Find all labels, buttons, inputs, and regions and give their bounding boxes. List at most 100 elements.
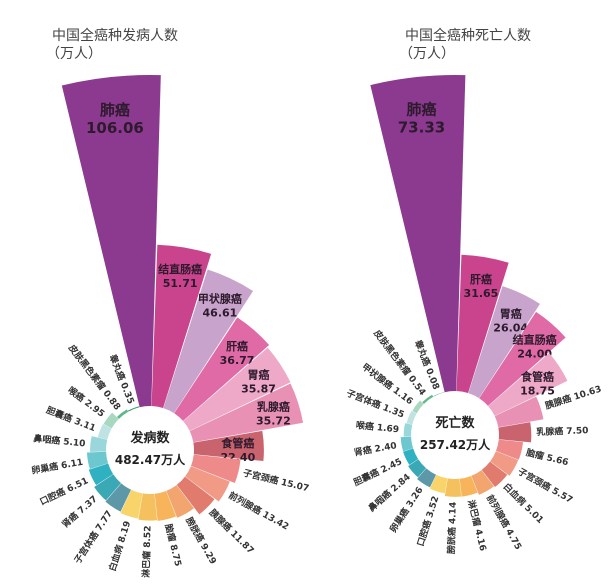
category-label: 鼻咽癌: [365, 487, 393, 514]
value-label: 31.65: [464, 287, 499, 300]
bar-label: 乳腺癌 7.50: [536, 424, 589, 438]
category-label: 前列腺癌: [484, 492, 512, 529]
center-circle: [413, 393, 497, 477]
wedge: [408, 459, 427, 478]
bar-label: 肝癌 31.65: [464, 272, 499, 300]
category-label: 膀胱癌: [183, 514, 207, 544]
category-label: 口腔癌: [38, 485, 68, 507]
value-label: 0.08: [424, 367, 441, 391]
value-label: 1.35: [381, 403, 405, 420]
value-label: 3.11: [73, 416, 97, 433]
wedge: [433, 391, 445, 397]
wedge: [417, 468, 437, 488]
wedge: [494, 396, 544, 428]
value-label: 7.37: [76, 494, 99, 516]
value-label: 5.57: [550, 486, 574, 506]
bar-label: 肺癌 106.06: [86, 101, 144, 137]
category-label: 肾癌: [353, 443, 373, 458]
value-label: 3.52: [425, 495, 441, 519]
wedge: [174, 317, 270, 421]
wedge: [90, 436, 108, 452]
wedge: [444, 478, 462, 497]
value-label: 13.42: [261, 510, 291, 533]
value-label: 35.72: [256, 415, 291, 428]
bar-label: 膀胱癌 4.14: [445, 502, 459, 556]
bar-label: 甲状腺癌 46.61: [198, 291, 242, 319]
wedge: [86, 451, 109, 469]
wedge: [471, 470, 494, 495]
wedge: [412, 400, 424, 414]
subtitle-line: （万人）: [46, 46, 102, 62]
value-label: 6.51: [65, 476, 89, 495]
value-label: 5.66: [545, 453, 569, 468]
wedge: [400, 436, 414, 452]
category-label: 白血病: [501, 480, 529, 508]
wedge: [103, 412, 119, 429]
bar-label: 脑瘤8.75: [163, 522, 185, 568]
category-label: 结直肠癌: [512, 332, 557, 346]
category-label: 胆囊癌: [45, 403, 75, 424]
category-label: 胆囊癌: [351, 466, 381, 488]
value-label: 5.01: [522, 503, 545, 526]
category-label: 睾丸癌: [412, 338, 433, 368]
bar-label: 胃癌 26.04: [493, 306, 528, 334]
value-label: 46.61: [203, 306, 238, 319]
value-label: 8.52: [142, 525, 153, 548]
bar-label: 卵巢癌6.11: [30, 455, 84, 476]
category-label: 喉癌: [355, 419, 374, 433]
category-label: 卵巢癌: [387, 505, 412, 534]
wedge: [468, 286, 540, 399]
wedge: [479, 311, 566, 406]
bar-label: 胰腺癌11.87: [207, 506, 257, 556]
wedge: [166, 485, 195, 518]
wedge: [403, 423, 413, 437]
wedge: [138, 493, 158, 521]
wedge: [189, 383, 304, 443]
center-total: 257.42万人: [420, 437, 491, 452]
category-label: 乳腺癌: [257, 400, 290, 414]
value-label: 11.87: [228, 529, 255, 556]
wedge: [456, 254, 509, 393]
category-label: 食管癌: [521, 370, 554, 384]
bar-label: 胃癌 35.87: [241, 368, 276, 396]
bar-label: 淋巴瘤4.16: [466, 498, 490, 552]
value-label: 1.69: [376, 423, 399, 435]
category-label: 子宫颈癌: [242, 466, 280, 486]
category-label: 脑瘤: [163, 522, 179, 543]
category-label: 胰腺癌: [207, 506, 235, 534]
value-label: 4.16: [473, 528, 488, 552]
bar-label: 卵巢癌3.26: [387, 484, 426, 534]
category-label: 子宫体癌: [345, 387, 383, 411]
category-label: 食管癌: [221, 436, 254, 450]
bar-label: 前列腺癌13.42: [227, 489, 292, 532]
bar-label: 结直肠癌 24.00: [512, 332, 557, 360]
value-label: 26.04: [493, 321, 528, 334]
wedge: [127, 406, 140, 412]
wedge: [117, 409, 129, 419]
bar-label: 乳腺癌 35.72: [256, 400, 291, 428]
wedge: [151, 244, 212, 408]
value-label: 5.10: [63, 437, 86, 449]
value-label: 8.75: [168, 543, 183, 567]
wedge: [370, 74, 466, 393]
category-label: 前列腺癌: [227, 489, 264, 517]
value-label: 0.35: [118, 381, 135, 405]
category-label: 肝癌: [470, 272, 492, 286]
wedge: [422, 394, 434, 404]
bar-label: 脑瘤5.66: [524, 446, 570, 468]
center-total: 482.47万人: [115, 452, 186, 467]
value-label: 9.29: [198, 542, 218, 566]
center-label: 发病数: [129, 430, 170, 446]
title-line: 中国全癌种发病人数: [52, 27, 178, 44]
bar-label: 子宫颈癌15.07: [242, 466, 310, 494]
wedge: [481, 461, 508, 488]
bar-label: 肾癌7.37: [59, 493, 99, 531]
wedge: [183, 347, 291, 431]
value-label: 73.33: [398, 119, 445, 137]
title-line: 中国全癌种死亡人数: [405, 27, 531, 44]
wedge: [185, 466, 230, 502]
wedge: [496, 439, 524, 460]
category-label: 白血病: [106, 543, 126, 572]
